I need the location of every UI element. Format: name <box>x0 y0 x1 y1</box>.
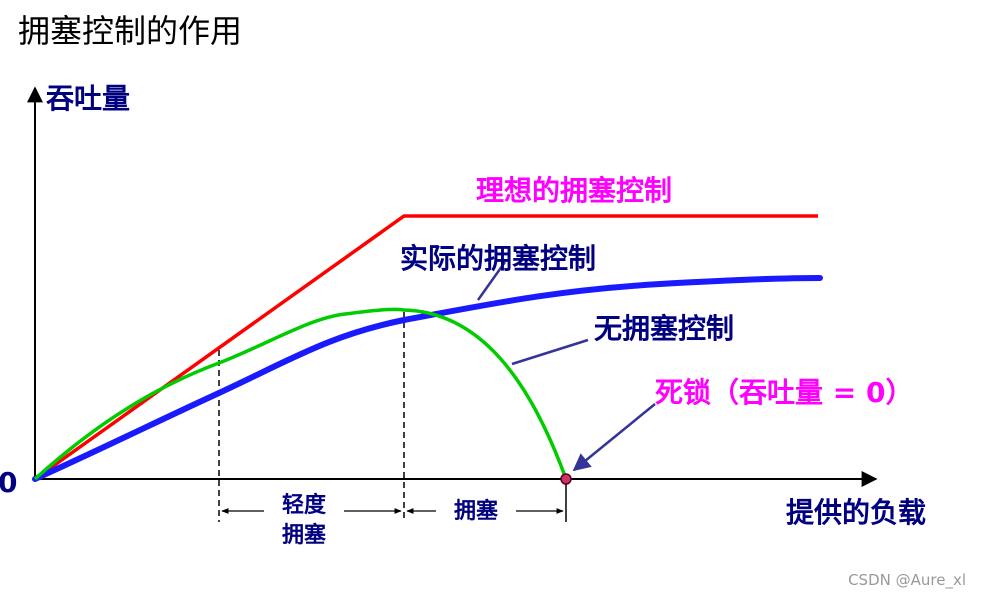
light-congestion-label-bg <box>264 487 344 555</box>
light-congestion-label-line1: 轻度 <box>282 492 327 518</box>
actual-curve <box>32 275 823 482</box>
congestion-label-bg <box>436 491 516 529</box>
deadlock-pointer <box>572 403 656 472</box>
actual-curve-pointer <box>476 261 507 301</box>
congestion-label: 拥塞 <box>454 498 499 524</box>
x-axis-label: 提供的负载 <box>786 496 926 529</box>
ideal-curve-label: 理想的拥塞控制 <box>476 174 672 207</box>
y-axis-label: 吞吐量 <box>46 82 130 115</box>
no-control-curve <box>33 307 568 481</box>
deadlock-label: 死锁（吞吐量 = 0） <box>655 376 913 409</box>
watermark: CSDN @Aure_xl <box>848 571 966 590</box>
no-control-curve-label: 无拥塞控制 <box>594 312 734 345</box>
actual-curve-label: 实际的拥塞控制 <box>400 242 596 275</box>
origin-label: 0 <box>0 466 17 499</box>
light-congestion-label-line2: 拥塞 <box>282 522 327 548</box>
page-title: 拥塞控制的作用 <box>18 12 242 50</box>
no-control-pointer <box>511 338 589 366</box>
deadlock-point <box>560 473 572 485</box>
